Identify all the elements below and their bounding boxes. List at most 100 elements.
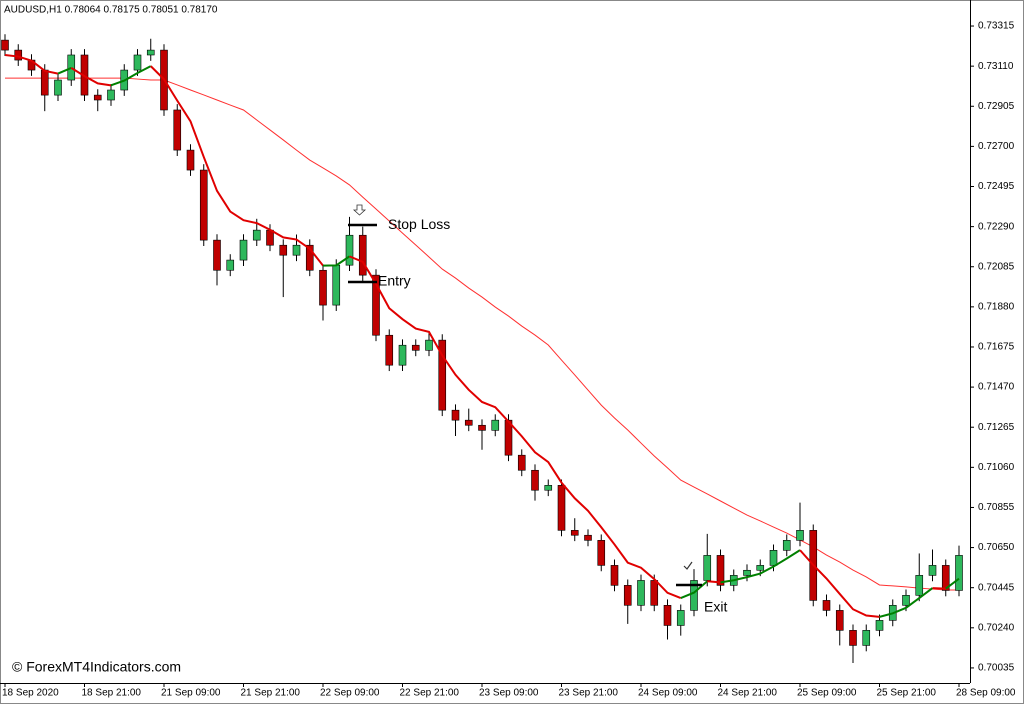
candle-body — [14, 49, 23, 61]
candle-body — [279, 244, 288, 256]
candle-body — [478, 424, 486, 431]
candle-body — [955, 555, 963, 591]
annotation-label: Entry — [378, 273, 411, 289]
candle-body — [849, 630, 857, 646]
y-tick-label: 0.72905 — [978, 101, 1015, 112]
y-tick-label: 0.71265 — [978, 422, 1015, 433]
candle-body — [464, 419, 473, 426]
candle-body — [676, 610, 685, 626]
candle-body — [305, 244, 314, 271]
x-tick-label: 22 Sep 21:00 — [400, 688, 460, 699]
candle-body — [213, 239, 221, 271]
candle-body — [93, 94, 102, 101]
y-tick-label: 0.73315 — [978, 21, 1015, 32]
fast-ma-line — [70, 67, 112, 87]
fast-ma-line — [799, 549, 880, 618]
sell-arrow-icon — [352, 204, 367, 216]
y-tick-label: 0.73110 — [978, 61, 1014, 72]
candle-body — [1, 39, 9, 51]
y-tick-label: 0.72700 — [978, 141, 1015, 152]
y-tick-label: 0.70650 — [978, 542, 1015, 553]
fast-ma-line — [349, 255, 682, 599]
candle-body — [915, 575, 924, 596]
x-tick-label: 23 Sep 21:00 — [559, 688, 619, 699]
candle-body — [385, 334, 394, 366]
fast-ma-line — [945, 577, 960, 590]
candle-body — [292, 244, 301, 256]
candle-body — [398, 344, 407, 366]
candle-body — [358, 234, 367, 276]
candle-body — [425, 339, 433, 351]
candle-body — [107, 89, 115, 101]
candle-body — [266, 229, 274, 246]
x-tick-label: 25 Sep 21:00 — [877, 688, 937, 699]
x-tick-label: 24 Sep 21:00 — [718, 688, 778, 699]
fast-ma-line — [680, 580, 708, 599]
candle-body — [40, 69, 49, 96]
y-tick-label: 0.72085 — [978, 261, 1015, 272]
x-tick-label: 21 Sep 09:00 — [161, 688, 221, 699]
candle-body — [862, 630, 871, 646]
candle-body — [782, 540, 791, 551]
candle-body — [597, 540, 606, 566]
y-tick-label: 0.70445 — [978, 582, 1015, 593]
chart-title: AUDUSD,H1 0.78064 0.78175 0.78051 0.7817… — [4, 5, 218, 16]
candle-body — [186, 149, 195, 171]
fast-ma-line — [110, 65, 152, 87]
candle-body — [902, 595, 910, 606]
x-tick-label: 24 Sep 09:00 — [638, 688, 698, 699]
candle-body — [650, 580, 659, 606]
candle-body — [54, 79, 62, 96]
candle-body — [756, 565, 765, 571]
candle-body — [517, 454, 526, 471]
candle-body — [623, 585, 632, 606]
candle-body — [703, 555, 712, 581]
fast-ma-line — [879, 587, 934, 618]
candle-body — [822, 600, 831, 611]
x-tick-label: 28 Sep 09:00 — [956, 688, 1016, 699]
fast-ma-line — [322, 255, 351, 267]
check-icon — [683, 561, 693, 570]
candle-body — [544, 485, 553, 491]
candle-body — [941, 565, 950, 591]
fast-ma-line — [57, 66, 72, 75]
fast-ma-line — [932, 587, 946, 590]
candle-body — [743, 569, 751, 576]
candle-body — [146, 49, 155, 56]
candle-body — [716, 555, 725, 586]
candle-body — [610, 565, 619, 586]
candle-body — [584, 534, 592, 541]
y-tick-label: 0.70855 — [978, 502, 1015, 513]
candle-body — [769, 550, 778, 566]
y-tick-label: 0.72495 — [978, 181, 1015, 192]
y-tick-label: 0.70240 — [978, 622, 1015, 633]
candle-body — [491, 419, 500, 431]
y-tick-label: 0.71470 — [978, 382, 1015, 393]
fast-ma-line — [720, 549, 801, 584]
candle-body — [67, 54, 76, 81]
candle-body — [332, 264, 341, 306]
annotation-label: Stop Loss — [388, 216, 450, 232]
y-tick-label: 0.70035 — [978, 663, 1015, 674]
annotation-label: Exit — [704, 599, 727, 615]
candle-body — [928, 565, 937, 576]
candle-body — [796, 530, 804, 541]
candle-body — [557, 485, 566, 531]
candle-body — [531, 469, 539, 491]
x-tick-label: 18 Sep 21:00 — [82, 688, 142, 699]
candle-body — [199, 169, 208, 241]
fast-ma-line — [4, 53, 59, 75]
y-tick-label: 0.72290 — [978, 221, 1015, 232]
y-tick-label: 0.71060 — [978, 462, 1015, 473]
candle-body — [411, 344, 420, 351]
candle-body — [372, 274, 380, 336]
candle-body — [226, 259, 235, 271]
x-tick-label: 25 Sep 09:00 — [797, 688, 857, 699]
fast-ma-line — [707, 580, 721, 584]
candle-body — [345, 234, 354, 266]
y-tick-label: 0.71675 — [978, 342, 1015, 353]
candle-body — [319, 269, 327, 306]
